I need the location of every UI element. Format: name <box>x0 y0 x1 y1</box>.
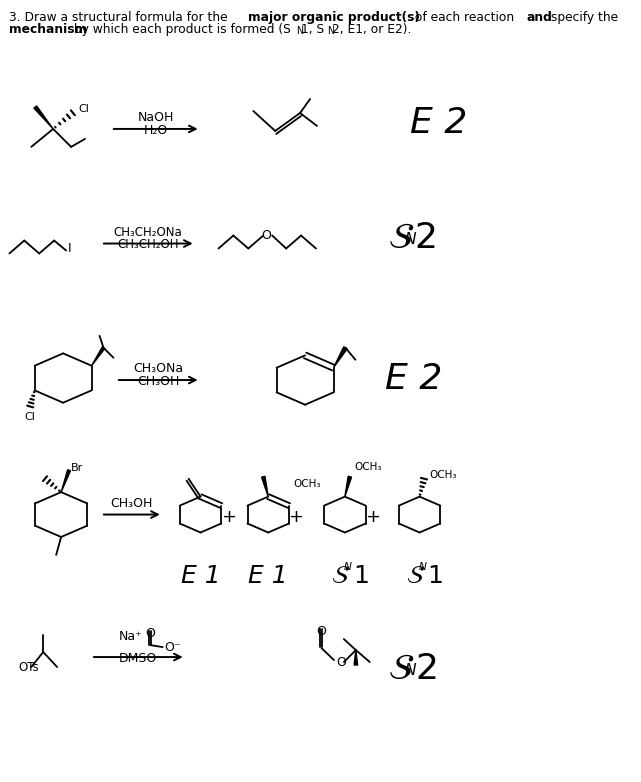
Text: O: O <box>336 655 345 669</box>
Text: E 2: E 2 <box>410 106 467 140</box>
Text: OCH₃: OCH₃ <box>355 461 382 472</box>
Text: and: and <box>527 12 553 24</box>
Polygon shape <box>61 470 71 492</box>
Text: I: I <box>68 242 72 255</box>
Text: major organic product(s): major organic product(s) <box>248 12 420 24</box>
Text: 1, S: 1, S <box>301 23 324 36</box>
Text: E 2: E 2 <box>385 362 442 396</box>
Text: Cl: Cl <box>24 412 35 422</box>
Text: $\mathcal{S}$: $\mathcal{S}$ <box>388 652 414 686</box>
Text: specify the: specify the <box>547 12 618 24</box>
Text: 2: 2 <box>415 652 438 686</box>
Text: OCH₃: OCH₃ <box>429 470 457 479</box>
Text: O: O <box>262 229 271 242</box>
Text: mechanism: mechanism <box>10 23 87 36</box>
Text: $\mathcal{S}$: $\mathcal{S}$ <box>388 221 414 255</box>
Polygon shape <box>354 650 358 665</box>
Text: NaOH: NaOH <box>138 111 174 124</box>
Text: H₂O: H₂O <box>144 124 168 137</box>
Text: $_N$: $_N$ <box>404 658 417 678</box>
Polygon shape <box>92 347 104 366</box>
Polygon shape <box>333 346 347 368</box>
Text: Cl: Cl <box>78 104 89 114</box>
Text: Br: Br <box>71 463 83 473</box>
Polygon shape <box>262 476 268 497</box>
Text: O⁻: O⁻ <box>165 640 181 654</box>
Text: 2: 2 <box>415 221 438 255</box>
Text: O: O <box>316 625 326 638</box>
Text: 1: 1 <box>428 565 444 588</box>
Text: of each reaction: of each reaction <box>410 12 517 24</box>
Text: +: + <box>288 508 304 526</box>
Text: OCH₃: OCH₃ <box>293 479 320 489</box>
Text: $_N$: $_N$ <box>404 227 417 246</box>
Text: +: + <box>221 508 236 526</box>
Text: E 1: E 1 <box>181 565 221 588</box>
Text: +: + <box>365 508 380 526</box>
Text: O: O <box>145 627 154 640</box>
Text: 1: 1 <box>353 565 369 588</box>
Text: E 1: E 1 <box>249 565 288 588</box>
Polygon shape <box>345 476 351 497</box>
Text: CH₃OH: CH₃OH <box>137 375 179 388</box>
Text: N: N <box>296 27 303 36</box>
Polygon shape <box>34 106 53 129</box>
Text: 2, E1, or E2).: 2, E1, or E2). <box>332 23 412 36</box>
Text: $_N$: $_N$ <box>417 558 428 573</box>
Text: 3. Draw a structural formula for the: 3. Draw a structural formula for the <box>10 12 232 24</box>
Text: CH₃CH₂OH: CH₃CH₂OH <box>117 239 179 252</box>
Text: CH₃ONa: CH₃ONa <box>133 362 183 375</box>
Text: N: N <box>327 27 334 36</box>
Text: $_N$: $_N$ <box>343 558 353 573</box>
Text: by which each product is formed (S: by which each product is formed (S <box>71 23 291 36</box>
Text: $\mathcal{S}$: $\mathcal{S}$ <box>331 565 350 588</box>
Text: OTs: OTs <box>19 661 39 673</box>
Text: CH₃CH₂ONa: CH₃CH₂ONa <box>114 225 183 239</box>
Text: $\mathcal{S}$: $\mathcal{S}$ <box>406 565 424 588</box>
Text: CH₃OH: CH₃OH <box>111 497 153 510</box>
Text: DMSO: DMSO <box>119 652 158 665</box>
Text: Na⁺: Na⁺ <box>119 630 143 643</box>
